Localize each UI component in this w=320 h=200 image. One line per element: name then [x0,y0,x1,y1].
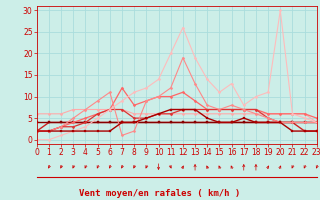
Text: Vent moyen/en rafales ( km/h ): Vent moyen/en rafales ( km/h ) [79,189,241,198]
